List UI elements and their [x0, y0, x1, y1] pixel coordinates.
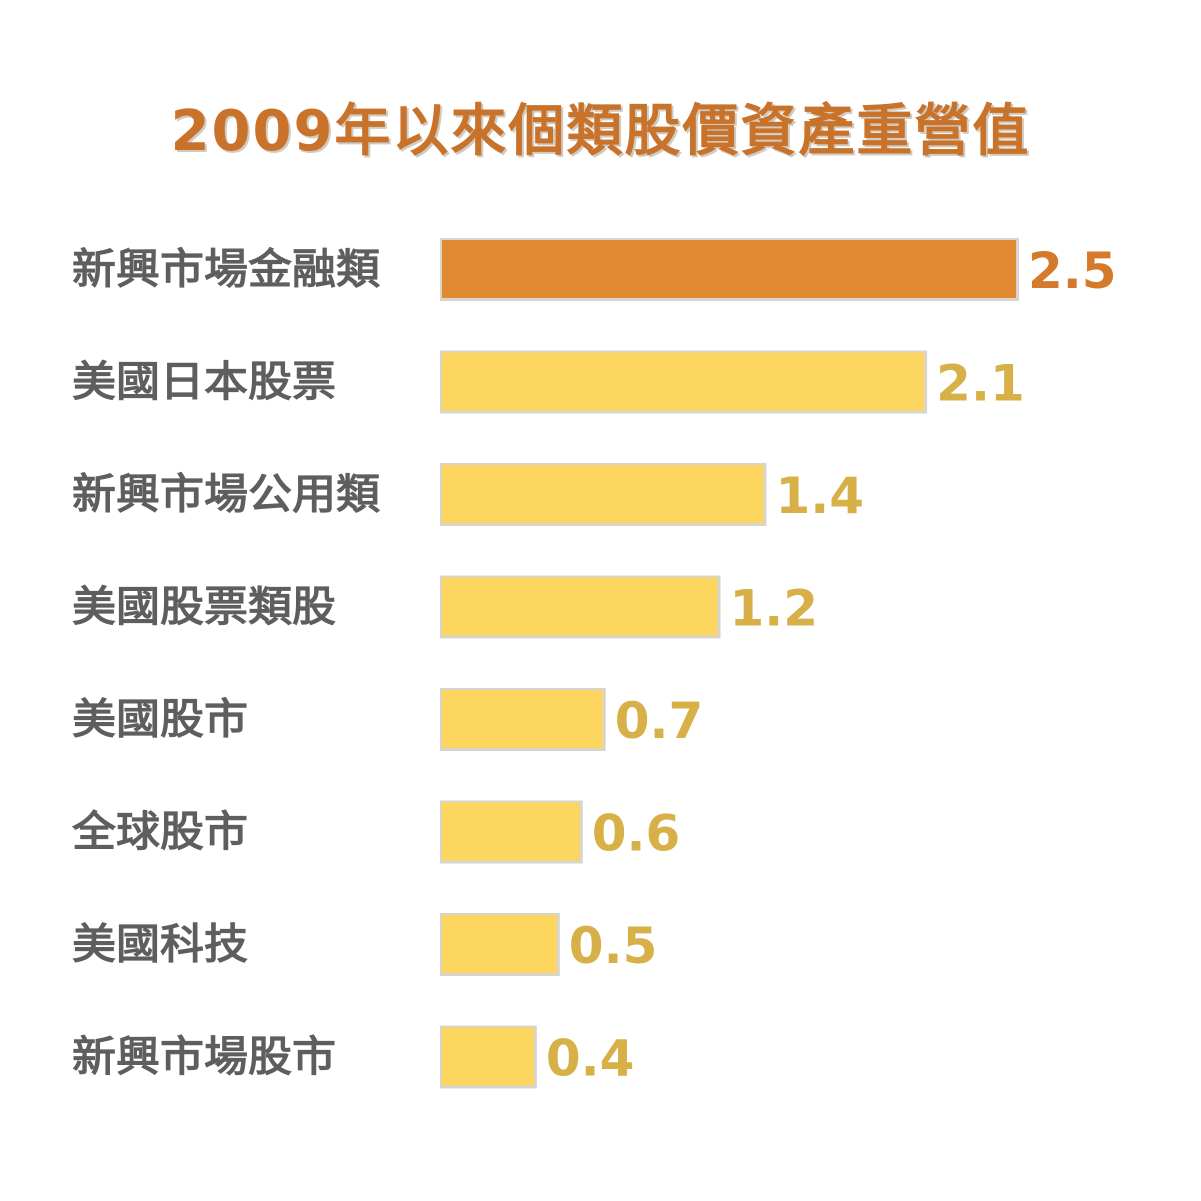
- value-label-8: 0.4: [546, 1030, 635, 1088]
- bar-4: [442, 577, 718, 636]
- bars: [442, 240, 1016, 1086]
- value-label-6: 0.6: [592, 805, 681, 863]
- bar-7: [442, 915, 557, 973]
- bar-3: [442, 465, 764, 523]
- value-label-4: 1.2: [730, 580, 819, 638]
- category-label-1: 新興市場金融類: [72, 245, 381, 294]
- category-label-7: 美國科技: [72, 920, 248, 969]
- value-label-3: 1.4: [775, 467, 864, 525]
- bar-5: [442, 690, 603, 748]
- value-label-1: 2.5: [1028, 242, 1117, 300]
- category-labels: 新興市場金融類美國日本股票新興市場公用類美國股票類股美國股市全球股市美國科技新興…: [71, 245, 381, 1082]
- value-label-5: 0.7: [615, 692, 704, 750]
- value-labels: 2.52.1 1.4 1.2 0.7 0.6 0.5 0.4: [546, 242, 1117, 1088]
- bar-8: [442, 1027, 534, 1086]
- chart-title: 2009年以來個類股價資產重營值: [170, 99, 1031, 164]
- category-label-5: 美國股市: [72, 695, 248, 744]
- bar-6: [442, 802, 580, 861]
- value-label-2: 2.1: [936, 355, 1025, 413]
- category-label-3: 新興市場公用類: [72, 470, 381, 519]
- category-label-4: 美國股票類股: [72, 582, 336, 631]
- category-label-8: 新興市場股市: [72, 1032, 336, 1081]
- bar-2: [442, 352, 925, 411]
- category-label-2: 美國日本股票: [72, 357, 336, 406]
- bar-1: [442, 240, 1016, 298]
- value-label-7: 0.5: [569, 917, 658, 975]
- category-label-6: 全球股市: [71, 807, 248, 856]
